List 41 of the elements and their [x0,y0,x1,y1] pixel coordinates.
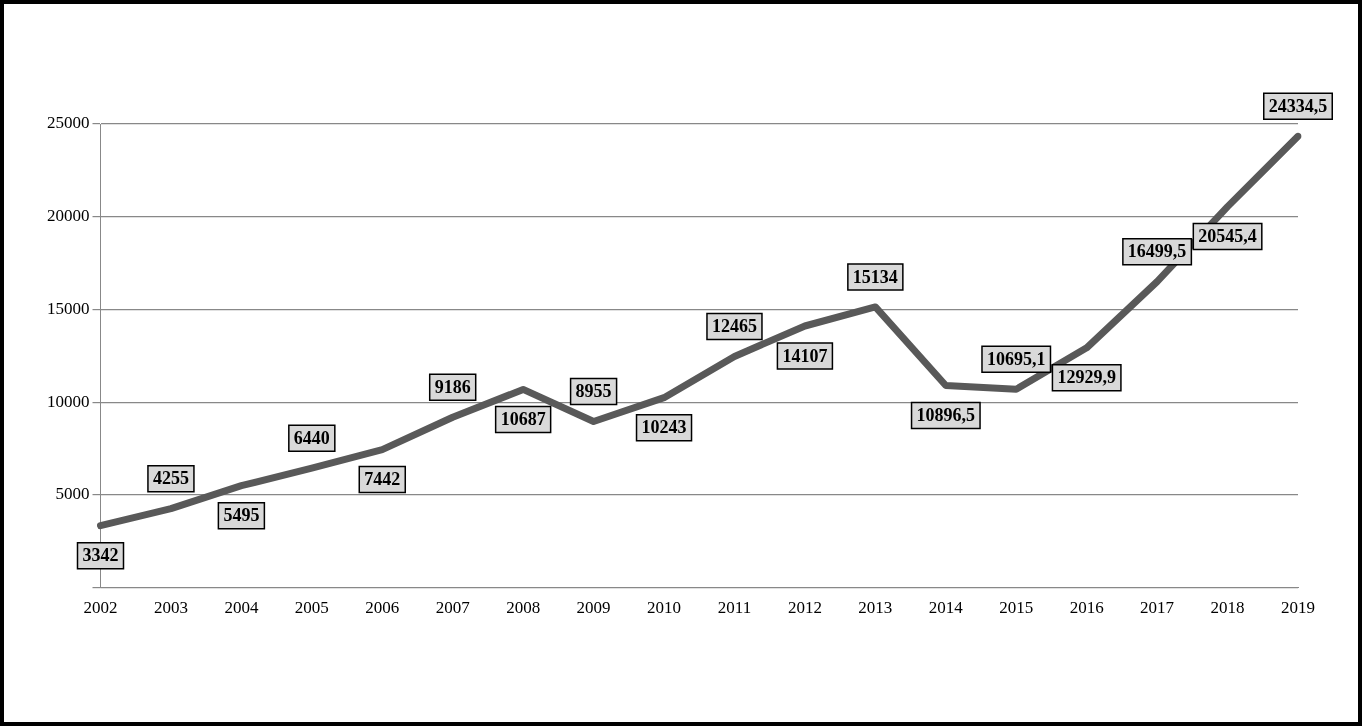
data-label: 10687 [500,409,546,430]
x-tick-label: 2017 [1140,598,1175,618]
data-label: 8955 [575,381,612,402]
data-label: 10896,5 [916,405,976,426]
y-tick-label: 10000 [47,391,90,411]
x-tick-label: 2018 [1210,598,1245,618]
data-label: 12465 [711,316,757,337]
data-label: 16499,5 [1127,241,1187,262]
y-tick-label: 25000 [47,113,90,133]
x-tick-label: 2014 [928,598,964,618]
x-tick-label: 2008 [506,598,541,618]
x-tick-label: 2019 [1281,598,1315,618]
data-label: 12929,9 [1057,367,1116,388]
x-tick-label: 2015 [999,598,1034,618]
y-tick-label: 20000 [47,206,90,226]
data-label: 6440 [293,427,330,448]
data-label: 4255 [152,468,189,489]
y-tick-label: 5000 [55,484,90,504]
x-tick-label: 2009 [576,598,611,618]
data-label: 9186 [434,376,471,397]
x-tick-label: 2013 [858,598,893,618]
data-label: 10695,1 [986,348,1046,369]
x-tick-label: 2006 [365,598,400,618]
data-label: 5495 [223,505,260,526]
y-tick-label: 15000 [47,298,90,318]
x-tick-label: 2011 [717,598,752,618]
data-label: 14107 [782,345,828,366]
x-tick-label: 2016 [1069,598,1104,618]
data-label: 7442 [364,469,401,490]
x-tick-label: 2002 [83,598,118,618]
x-tick-label: 2004 [224,598,259,618]
data-label: 10243 [641,417,687,438]
data-label: 3342 [82,545,119,566]
data-label: 20545,4 [1198,226,1257,247]
data-label: 15134 [852,266,898,287]
x-tick-label: 2005 [294,598,329,618]
x-tick-label: 2007 [435,598,471,618]
x-tick-label: 2003 [153,598,188,618]
x-tick-label: 2010 [647,598,682,618]
x-tick-label: 2012 [787,598,822,618]
data-label: 24334,5 [1268,96,1328,116]
